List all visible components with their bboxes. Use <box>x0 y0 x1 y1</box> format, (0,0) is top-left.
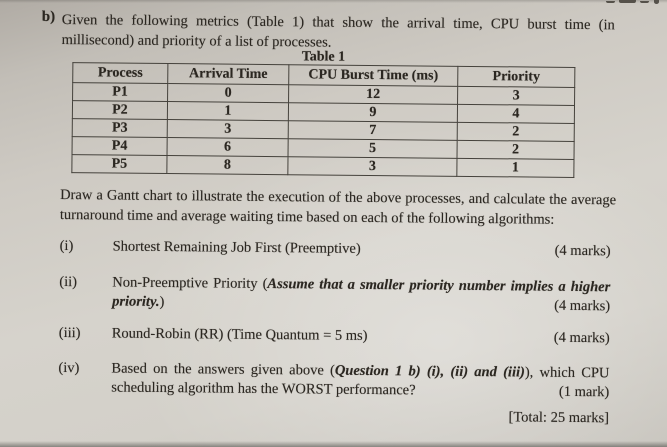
question-item-iv: (iv) Based on the answers given above (Q… <box>58 359 609 402</box>
item-text: Based on the answers given above (Questi… <box>111 360 609 403</box>
question-item-ii: (ii) Non-Preemptive Priority (Assume tha… <box>59 273 610 316</box>
marks-label: (4 marks) <box>554 242 611 260</box>
item-text: Round-Robin (RR) (Time Quantum = 5 ms) <box>112 325 610 349</box>
table-cell: P1 <box>72 82 168 102</box>
table-cell: 3 <box>457 86 575 106</box>
question-label: b) <box>41 8 56 25</box>
item-number: (iv) <box>58 360 80 377</box>
marks-label: (4 marks) <box>554 297 611 315</box>
question-item-iii: (iii) Round-Robin (RR) (Time Quantum = 5… <box>59 324 610 348</box>
table-cell: 1 <box>167 101 289 121</box>
total-marks: [Total: 25 marks] <box>508 409 610 427</box>
item-number: (ii) <box>59 274 78 291</box>
table-cell: 5 <box>288 138 458 159</box>
table-cell: 2 <box>456 140 575 160</box>
table-cell: 12 <box>288 84 458 105</box>
marks-label: (4 marks) <box>553 329 610 347</box>
table-cell: 2 <box>457 122 575 142</box>
table-row: P5 8 3 1 <box>71 154 574 178</box>
table-cell: P2 <box>72 100 168 120</box>
table-cell: 7 <box>288 120 458 141</box>
table-cell: 3 <box>287 156 457 177</box>
cropped-text-fragment <box>606 0 664 5</box>
item-text: Non-Preemptive Priority (Assume that a s… <box>112 274 610 317</box>
item-text-regular: Non-Preemptive Priority ( <box>112 274 268 293</box>
table-cell: 3 <box>167 119 289 139</box>
column-header-process: Process <box>72 62 168 84</box>
column-header-arrival-time: Arrival Time <box>167 63 289 85</box>
marks-label: (1 mark) <box>558 383 610 401</box>
table-cell: 1 <box>456 158 574 178</box>
item-text-emphasis: Question 1 b) (i), (ii) and (iii) <box>334 362 525 381</box>
item-number: (i) <box>59 238 74 255</box>
table-cell: 0 <box>167 83 289 103</box>
column-header-priority: Priority <box>457 66 575 88</box>
item-text-regular: ) <box>159 293 165 311</box>
item-number: (iii) <box>58 325 81 342</box>
process-metrics-table: Process Arrival Time CPU Burst Time (ms)… <box>71 62 575 178</box>
table-cell: 9 <box>288 102 458 123</box>
column-header-cpu-burst-time: CPU Burst Time (ms) <box>288 64 458 87</box>
table-cell: P4 <box>72 136 168 156</box>
table-cell: 4 <box>457 104 575 124</box>
item-text-regular: Based on the answers given above ( <box>111 360 335 379</box>
question-item-i: (i) Shortest Remaining Job First (Preemp… <box>60 237 611 261</box>
item-text-regular: Shortest Remaining Job First (Preemptive… <box>112 238 361 257</box>
table-cell: 6 <box>167 137 289 157</box>
instruction-paragraph: Draw a Gantt chart to illustrate the exe… <box>59 187 617 228</box>
item-text: Shortest Remaining Job First (Preemptive… <box>113 238 611 262</box>
item-text-regular: Round-Robin (RR) (Time Quantum = 5 ms) <box>111 325 368 344</box>
table-cell: 8 <box>166 155 289 175</box>
table-cell: P5 <box>71 154 168 174</box>
table-cell: P3 <box>72 118 168 138</box>
